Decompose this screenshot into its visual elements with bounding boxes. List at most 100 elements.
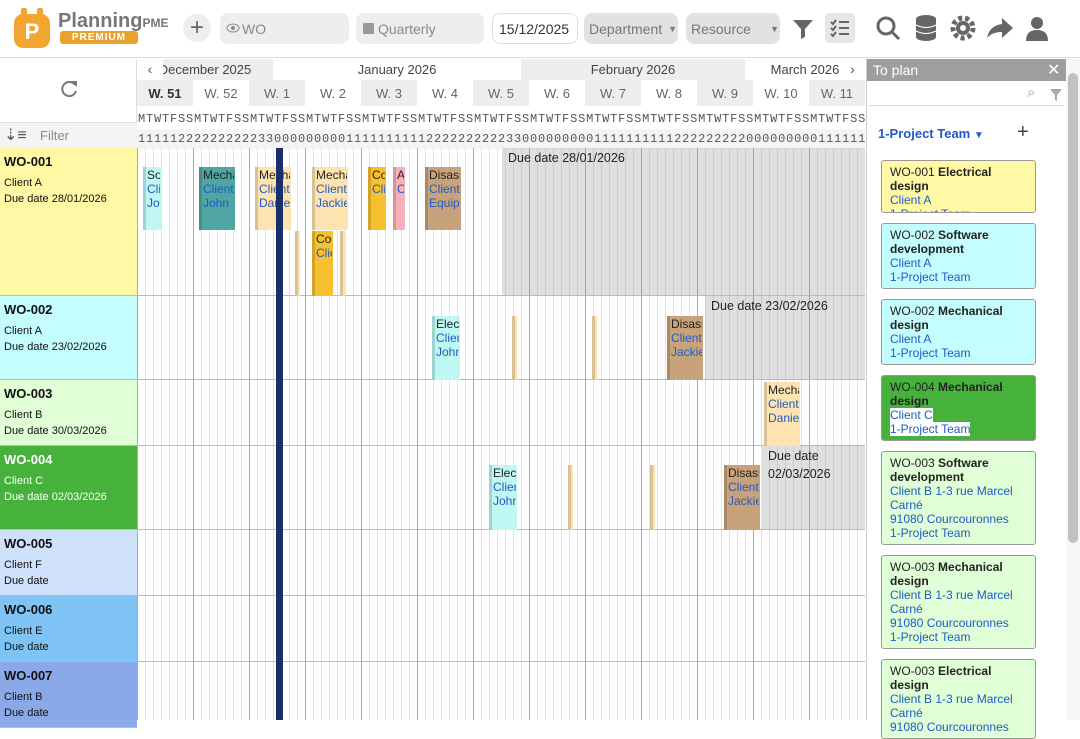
task-card[interactable]: WO-003 Mechanical design Client B 1-3 rue…: [881, 555, 1036, 649]
team-select[interactable]: 1-Project Team ▼: [878, 126, 984, 141]
prev-arrow[interactable]: ‹: [137, 59, 163, 80]
task-line: Client A: [316, 182, 347, 196]
task[interactable]: [650, 465, 655, 530]
settings-icon[interactable]: [950, 15, 976, 41]
resource-select[interactable]: Resource ▼: [686, 13, 780, 44]
row-due: Due date: [4, 575, 49, 587]
to-plan-panel: To plan ✕ ⌕ 1-Project Team ▼ +: [866, 59, 1066, 720]
row-label[interactable]: WO-005 Client F Due date: [0, 530, 137, 596]
task-line: Jackie: [316, 196, 347, 210]
task-line: Client A: [147, 182, 160, 196]
week-label: W. 6: [529, 80, 585, 106]
eye-icon: [226, 23, 240, 33]
sort-icon[interactable]: ⇣≡: [4, 127, 27, 144]
month-label: February 2026: [521, 59, 745, 80]
task-line: Client A: [203, 182, 234, 196]
next-arrow[interactable]: ›: [840, 59, 865, 80]
row-id: WO-004: [4, 452, 53, 467]
due-marker: Due date 02/03/2026: [768, 449, 831, 481]
panel-filter-icon[interactable]: [1049, 88, 1063, 102]
close-button[interactable]: ✕: [1047, 62, 1061, 79]
task[interactable]: [592, 316, 597, 380]
card-id: WO-002: [890, 228, 935, 242]
task-card[interactable]: WO-003 Software development Client B 1-3 …: [881, 451, 1036, 545]
task[interactable]: Mechanical assemblyClient ADaniel: [255, 167, 291, 230]
row-client: Client B: [4, 409, 43, 421]
task[interactable]: A / QClient A: [393, 167, 405, 230]
search-box[interactable]: WO: [220, 13, 349, 44]
row-grid: Due date 23/02/2026 Electrical designClie…: [137, 296, 865, 380]
row-label[interactable]: WO-002 Client A Due date 23/02/2026: [0, 296, 137, 380]
search-icon[interactable]: [875, 15, 901, 41]
row-label[interactable]: WO-001 Client A Due date 28/01/2026: [0, 148, 137, 296]
logo-icon: P: [14, 8, 50, 48]
card-id: WO-003: [890, 664, 935, 678]
add-card-button[interactable]: +: [1017, 121, 1029, 143]
card-title: WO-001 Electrical design: [890, 165, 1029, 193]
scrollbar-thumb[interactable]: [1068, 73, 1078, 543]
user-icon[interactable]: [1024, 15, 1050, 41]
task-card[interactable]: WO-002 Mechanical design Client A 1-Projec…: [881, 299, 1036, 365]
task[interactable]: [340, 231, 345, 296]
card-task: Mechanical design: [890, 304, 1003, 332]
task[interactable]: DisassemblyClient CJackie Washington: [724, 465, 760, 530]
filter-icon[interactable]: [789, 14, 817, 42]
refresh-icon[interactable]: [59, 79, 79, 99]
task-line: Mechanical assembly: [259, 168, 290, 182]
week-label: W. 51: [137, 80, 193, 106]
task[interactable]: [512, 316, 517, 380]
task[interactable]: [295, 231, 300, 296]
card-line: 1-Project Team: [890, 630, 971, 644]
card-line: 1-Project Team: [890, 207, 1029, 212]
row-due: Due date: [4, 641, 49, 653]
row-label[interactable]: WO-006 Client E Due date: [0, 596, 137, 662]
task-line: Mechanical assembly: [316, 168, 347, 182]
team-text: 1-Project Team: [878, 126, 971, 141]
period-select[interactable]: Quarterly: [356, 13, 484, 44]
date-input[interactable]: 15/12/2025: [492, 13, 578, 44]
card-title: WO-002 Software development: [890, 228, 1029, 256]
row-label[interactable]: WO-007 Client B Due date: [0, 662, 137, 728]
task-line: Software development: [147, 168, 160, 182]
task[interactable]: DisassemblyClient AEquipment: [425, 167, 461, 230]
share-icon[interactable]: [986, 16, 1014, 40]
list-icon[interactable]: [825, 13, 855, 43]
add-button[interactable]: +: [183, 14, 211, 42]
scrollbar[interactable]: [1066, 59, 1080, 720]
card-line: Client A: [890, 332, 932, 346]
task[interactable]: [568, 465, 573, 530]
filter-input[interactable]: Filter: [40, 128, 69, 143]
task[interactable]: Control of electrical panelClient: [312, 231, 333, 296]
department-select[interactable]: Department ▼: [584, 13, 678, 44]
row-due: Due date 28/01/2026: [4, 193, 107, 205]
due-marker: Due date 23/02/2026: [711, 299, 828, 313]
row-grid: [137, 530, 865, 596]
week-label: W. 8: [641, 80, 697, 106]
row-client: Client C: [4, 475, 44, 487]
task[interactable]: DisassemblyClient AJackie Washington: [667, 316, 703, 380]
task-card[interactable]: WO-002 Software development Client A 1-Pro…: [881, 223, 1036, 289]
row-client: Client B: [4, 691, 43, 703]
row-label[interactable]: WO-003 Client B Due date 30/03/2026: [0, 380, 137, 446]
task[interactable]: Mechanical assemblyClient AJackie: [312, 167, 348, 230]
panel-search[interactable]: ⌕: [869, 84, 1064, 106]
database-icon[interactable]: [914, 14, 938, 42]
week-label: W. 9: [697, 80, 753, 106]
task-line: John: [436, 345, 459, 359]
task-card[interactable]: WO-004 Mechanical design Client C 1-Projec…: [881, 375, 1036, 441]
card-line: Client B 1-3 rue Marcel Carné: [890, 692, 1013, 720]
task[interactable]: Mechanical assemblyClient BDaniel: [764, 382, 800, 446]
row-label[interactable]: WO-004 Client C Due date 02/03/2026: [0, 446, 137, 530]
card-line: Client A: [890, 193, 932, 207]
row-grid: Due date 28/01/2026Software developmentC…: [137, 148, 865, 296]
month-label: December 2025: [137, 59, 273, 80]
task-card[interactable]: WO-003 Electrical design Client B 1-3 rue…: [881, 659, 1036, 739]
task[interactable]: Control of electrical panelClient A: [368, 167, 386, 230]
week-label: W. 5: [473, 80, 529, 106]
week-label: W. 1: [249, 80, 305, 106]
